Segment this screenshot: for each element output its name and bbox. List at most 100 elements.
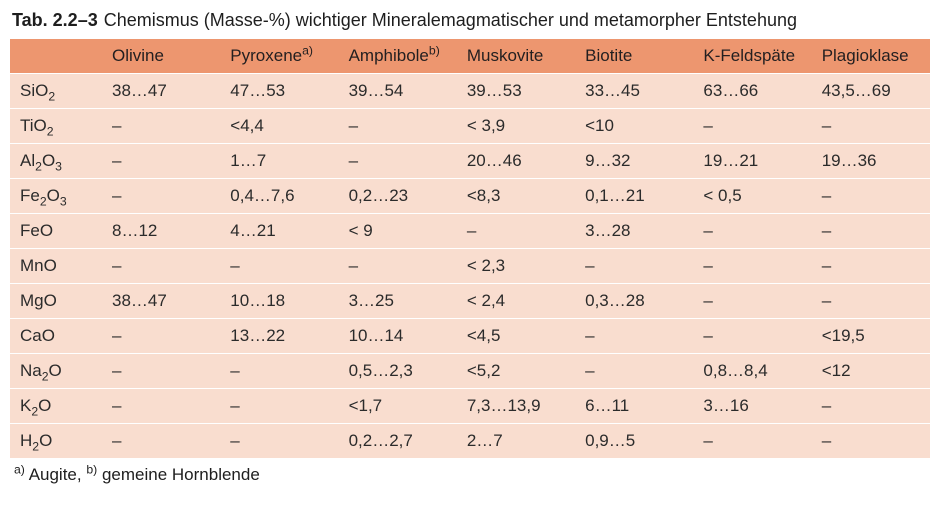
cell: 19…36	[812, 144, 930, 179]
column-header: Olivine	[102, 39, 220, 74]
cell: –	[812, 109, 930, 144]
row-label: H2O	[10, 424, 102, 459]
row-label: Na2O	[10, 354, 102, 389]
cell: 38…47	[102, 74, 220, 109]
cell: –	[339, 109, 457, 144]
row-label: Al2O3	[10, 144, 102, 179]
cell: <12	[812, 354, 930, 389]
cell: 0,2…23	[339, 179, 457, 214]
cell: –	[693, 424, 811, 459]
cell: 13…22	[220, 319, 338, 354]
table-header: OlivinePyroxenea)Amphiboleb)MuskoviteBio…	[10, 39, 930, 74]
cell: –	[693, 319, 811, 354]
cell: –	[220, 249, 338, 284]
table-row: H2O––0,2…2,72…70,9…5––	[10, 424, 930, 459]
cell: 20…46	[457, 144, 575, 179]
cell: 0,4…7,6	[220, 179, 338, 214]
table-row: FeO8…124…21< 9–3…28––	[10, 214, 930, 249]
cell: –	[812, 249, 930, 284]
cell: < 2,3	[457, 249, 575, 284]
column-header	[10, 39, 102, 74]
cell: 0,9…5	[575, 424, 693, 459]
cell: <10	[575, 109, 693, 144]
cell: –	[102, 424, 220, 459]
cell: –	[220, 424, 338, 459]
table-row: K2O––<1,77,3…13,96…113…16–	[10, 389, 930, 424]
cell: 38…47	[102, 284, 220, 319]
row-label: MnO	[10, 249, 102, 284]
table-body: SiO238…4747…5339…5439…5333…4563…6643,5…6…	[10, 74, 930, 459]
table-row: Fe2O3–0,4…7,60,2…23<8,30,1…21< 0,5–	[10, 179, 930, 214]
table-caption: Tab. 2.2–3 Chemismus (Masse-%) wichtiger …	[12, 10, 930, 31]
caption-tag: Tab. 2.2–3	[12, 10, 98, 30]
cell: –	[693, 109, 811, 144]
cell: –	[102, 389, 220, 424]
table-row: MnO–––< 2,3–––	[10, 249, 930, 284]
row-label: MgO	[10, 284, 102, 319]
table-row: MgO38…4710…183…25< 2,40,3…28––	[10, 284, 930, 319]
cell: –	[339, 144, 457, 179]
cell: –	[102, 179, 220, 214]
cell: 9…32	[575, 144, 693, 179]
cell: –	[102, 249, 220, 284]
row-label: K2O	[10, 389, 102, 424]
cell: 3…16	[693, 389, 811, 424]
cell: –	[812, 284, 930, 319]
cell: <19,5	[812, 319, 930, 354]
cell: 3…28	[575, 214, 693, 249]
cell: 7,3…13,9	[457, 389, 575, 424]
cell: –	[812, 389, 930, 424]
cell: <4,5	[457, 319, 575, 354]
cell: < 2,4	[457, 284, 575, 319]
table-row: SiO238…4747…5339…5439…5333…4563…6643,5…6…	[10, 74, 930, 109]
cell: 33…45	[575, 74, 693, 109]
cell: <1,7	[339, 389, 457, 424]
cell: 0,2…2,7	[339, 424, 457, 459]
cell: 63…66	[693, 74, 811, 109]
cell: –	[339, 249, 457, 284]
table-footnote: a) Augite, b) gemeine Hornblende	[14, 465, 930, 485]
cell: 6…11	[575, 389, 693, 424]
cell: –	[812, 214, 930, 249]
cell: 39…54	[339, 74, 457, 109]
cell: 43,5…69	[812, 74, 930, 109]
cell: –	[575, 354, 693, 389]
row-label: FeO	[10, 214, 102, 249]
cell: –	[812, 179, 930, 214]
cell: 8…12	[102, 214, 220, 249]
cell: –	[102, 144, 220, 179]
row-label: Fe2O3	[10, 179, 102, 214]
table-row: Na2O––0,5…2,3<5,2–0,8…8,4<12	[10, 354, 930, 389]
caption-text: Chemismus (Masse-%) wichtiger Mineralema…	[104, 10, 797, 30]
cell: 2…7	[457, 424, 575, 459]
column-header: K-Feldspäte	[693, 39, 811, 74]
cell: –	[102, 354, 220, 389]
cell: –	[575, 319, 693, 354]
cell: < 3,9	[457, 109, 575, 144]
cell: 1…7	[220, 144, 338, 179]
cell: –	[102, 319, 220, 354]
cell: 47…53	[220, 74, 338, 109]
column-header: Muskovite	[457, 39, 575, 74]
cell: 19…21	[693, 144, 811, 179]
cell: 39…53	[457, 74, 575, 109]
cell: –	[102, 109, 220, 144]
cell: –	[220, 354, 338, 389]
cell: –	[693, 214, 811, 249]
column-header: Plagioklase	[812, 39, 930, 74]
table-row: TiO2–<4,4–< 3,9<10––	[10, 109, 930, 144]
cell: –	[575, 249, 693, 284]
cell: 0,3…28	[575, 284, 693, 319]
minerals-table: OlivinePyroxenea)Amphiboleb)MuskoviteBio…	[10, 39, 930, 459]
cell: –	[220, 389, 338, 424]
table-row: CaO–13…2210…14<4,5––<19,5	[10, 319, 930, 354]
table-row: Al2O3–1…7–20…469…3219…2119…36	[10, 144, 930, 179]
cell: <4,4	[220, 109, 338, 144]
cell: 10…18	[220, 284, 338, 319]
row-label: TiO2	[10, 109, 102, 144]
row-label: CaO	[10, 319, 102, 354]
table-container: Tab. 2.2–3 Chemismus (Masse-%) wichtiger …	[0, 10, 940, 485]
column-header: Biotite	[575, 39, 693, 74]
cell: <5,2	[457, 354, 575, 389]
cell: –	[693, 284, 811, 319]
